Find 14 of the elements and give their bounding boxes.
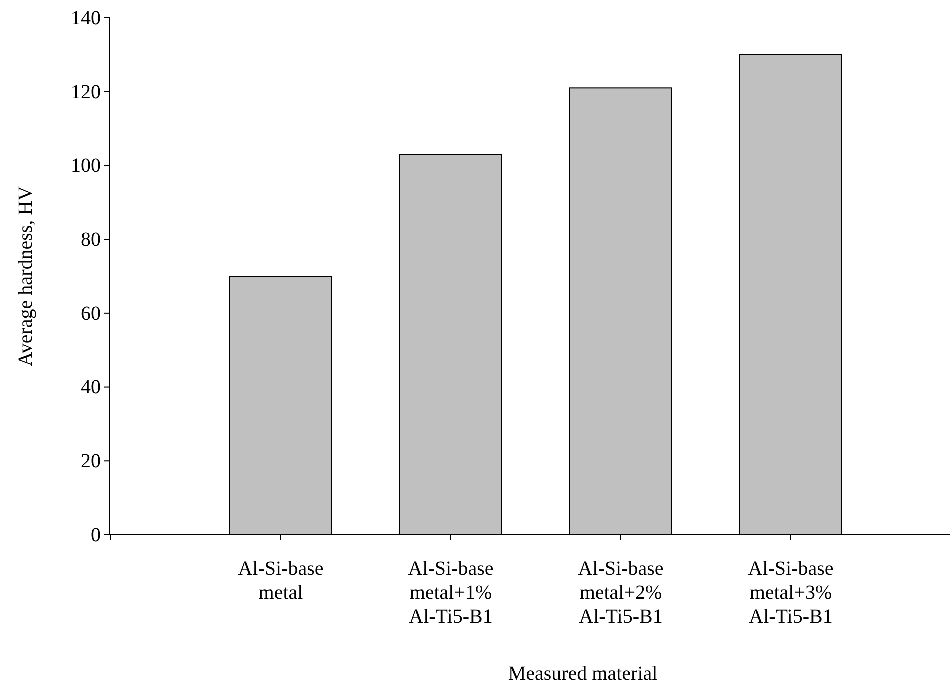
x-tick-label: Al-Si-base metal+1% Al-Ti5-B1 bbox=[408, 558, 494, 628]
y-tick-label: 60 bbox=[81, 302, 101, 325]
y-tick-label: 80 bbox=[81, 228, 101, 251]
y-tick-label: 100 bbox=[71, 155, 101, 178]
y-tick-label: 120 bbox=[71, 81, 101, 104]
x-tick-label: Al-Si-base metal+2% Al-Ti5-B1 bbox=[578, 558, 664, 628]
y-tick-label: 20 bbox=[81, 450, 101, 473]
x-axis-title: Measured material bbox=[508, 663, 658, 685]
y-tick-label: 0 bbox=[91, 524, 101, 546]
x-tick-label: Al-Si-base metal+3% Al-Ti5-B1 bbox=[748, 558, 834, 628]
y-tick-label: 40 bbox=[81, 376, 101, 399]
x-tick-label: Al-Si-base metal bbox=[238, 558, 324, 604]
y-axis-title: Average hardness, HV bbox=[15, 186, 37, 367]
y-tick-label: 140 bbox=[71, 7, 101, 30]
